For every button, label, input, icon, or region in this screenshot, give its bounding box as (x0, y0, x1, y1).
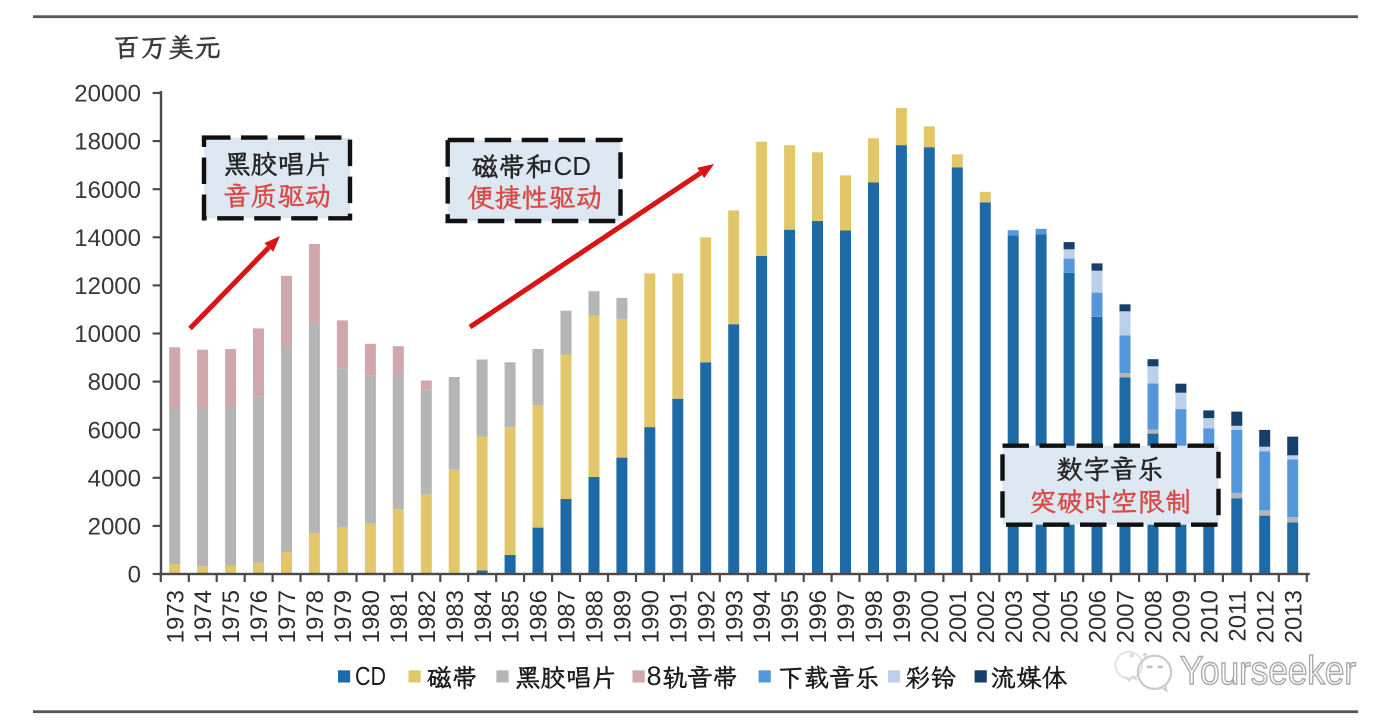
svg-text:1989: 1989 (610, 590, 637, 643)
svg-text:8: 8 (647, 661, 662, 691)
svg-text:1974: 1974 (190, 590, 217, 643)
svg-text:4000: 4000 (88, 465, 141, 492)
svg-text:10000: 10000 (74, 321, 141, 348)
svg-text:1993: 1993 (721, 590, 748, 643)
svg-text:1996: 1996 (805, 590, 832, 643)
svg-text:1994: 1994 (749, 590, 776, 643)
svg-text:2000: 2000 (917, 590, 944, 643)
svg-text:2004: 2004 (1029, 590, 1056, 643)
svg-text:2007: 2007 (1113, 590, 1140, 643)
svg-text:1992: 1992 (693, 590, 720, 643)
svg-text:2002: 2002 (973, 590, 1000, 643)
svg-text:2013: 2013 (1280, 590, 1307, 643)
svg-text:2009: 2009 (1169, 590, 1196, 643)
svg-text:1995: 1995 (777, 590, 804, 643)
svg-text:1980: 1980 (358, 590, 385, 643)
svg-text:CD: CD (554, 151, 592, 181)
svg-text:1991: 1991 (665, 590, 692, 643)
svg-text:16000: 16000 (74, 177, 141, 204)
svg-text:2006: 2006 (1085, 590, 1112, 643)
svg-text:2005: 2005 (1057, 590, 1084, 643)
svg-text:1982: 1982 (414, 590, 441, 643)
svg-text:1997: 1997 (833, 590, 860, 643)
svg-text:1981: 1981 (386, 590, 413, 643)
svg-text:2008: 2008 (1141, 590, 1168, 643)
svg-text:14000: 14000 (74, 225, 141, 252)
svg-text:1979: 1979 (330, 590, 357, 643)
svg-text:1984: 1984 (470, 590, 497, 643)
svg-text:Yourseeker: Yourseeker (1180, 649, 1356, 693)
svg-text:1990: 1990 (637, 590, 664, 643)
svg-text:1986: 1986 (526, 590, 553, 643)
svg-text:2001: 2001 (945, 590, 972, 643)
svg-text:1983: 1983 (442, 590, 469, 643)
svg-text:1978: 1978 (302, 590, 329, 643)
svg-text:6000: 6000 (88, 417, 141, 444)
svg-text:18000: 18000 (74, 129, 141, 156)
svg-text:1988: 1988 (582, 590, 609, 643)
svg-text:1975: 1975 (218, 590, 245, 643)
svg-text:CD: CD (355, 661, 386, 691)
svg-text:1998: 1998 (861, 590, 888, 643)
svg-text:2012: 2012 (1252, 590, 1279, 643)
svg-text:8000: 8000 (88, 369, 141, 396)
svg-text:0: 0 (128, 562, 141, 589)
svg-text:1977: 1977 (274, 590, 301, 643)
svg-text:20000: 20000 (74, 81, 141, 108)
svg-text:2011: 2011 (1224, 590, 1251, 642)
svg-text:1976: 1976 (246, 590, 273, 643)
svg-text:1973: 1973 (162, 590, 189, 643)
svg-text:12000: 12000 (74, 273, 141, 300)
svg-text:1999: 1999 (889, 590, 916, 643)
svg-text:1987: 1987 (554, 590, 581, 643)
svg-text:2003: 2003 (1001, 590, 1028, 643)
svg-text:1985: 1985 (498, 590, 525, 643)
svg-text:2000: 2000 (88, 514, 141, 541)
svg-text:2010: 2010 (1196, 590, 1223, 643)
